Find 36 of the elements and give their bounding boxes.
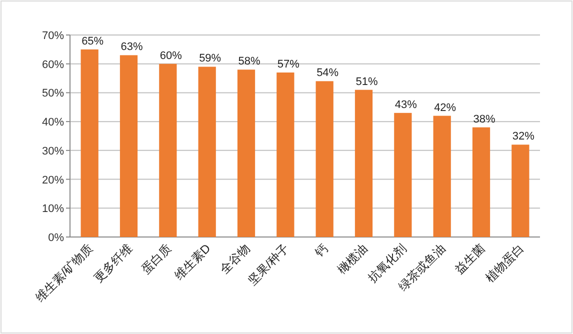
bar [472, 127, 490, 237]
data-label: 54% [316, 67, 339, 80]
bar [433, 116, 451, 237]
x-tick-label: 更多纤维 [91, 241, 135, 286]
x-tick-label: 钙 [312, 241, 331, 260]
bar [316, 81, 334, 237]
y-tick-label: 20% [42, 174, 64, 186]
data-label: 38% [473, 113, 496, 126]
data-label: 65% [82, 35, 104, 48]
bar [276, 72, 294, 237]
data-label: 59% [199, 52, 222, 65]
data-label: 57% [277, 58, 300, 71]
bar [354, 90, 373, 237]
y-tick-label: 60% [42, 58, 64, 71]
bar [237, 70, 256, 237]
x-tick-label: 维生素D [172, 240, 214, 283]
data-label: 51% [356, 76, 378, 88]
y-tick-label: 40% [42, 116, 64, 129]
data-label: 43% [394, 98, 418, 111]
bar [512, 144, 530, 237]
y-tick-label: 30% [42, 145, 64, 158]
data-label: 63% [120, 41, 143, 54]
bar [198, 66, 216, 237]
x-tick-label: 蛋白质 [138, 241, 174, 277]
y-tick-label: 0% [48, 232, 64, 244]
y-tick-label: 70% [42, 30, 64, 42]
y-tick-label: 10% [42, 203, 64, 216]
bar [80, 49, 98, 237]
data-label: 42% [434, 102, 456, 114]
y-tick-label: 50% [42, 88, 64, 100]
bar [394, 112, 412, 237]
data-label: 58% [238, 56, 260, 68]
bar [159, 64, 177, 237]
bar [120, 55, 138, 237]
data-label: 60% [160, 50, 182, 62]
data-label: 32% [512, 130, 535, 143]
